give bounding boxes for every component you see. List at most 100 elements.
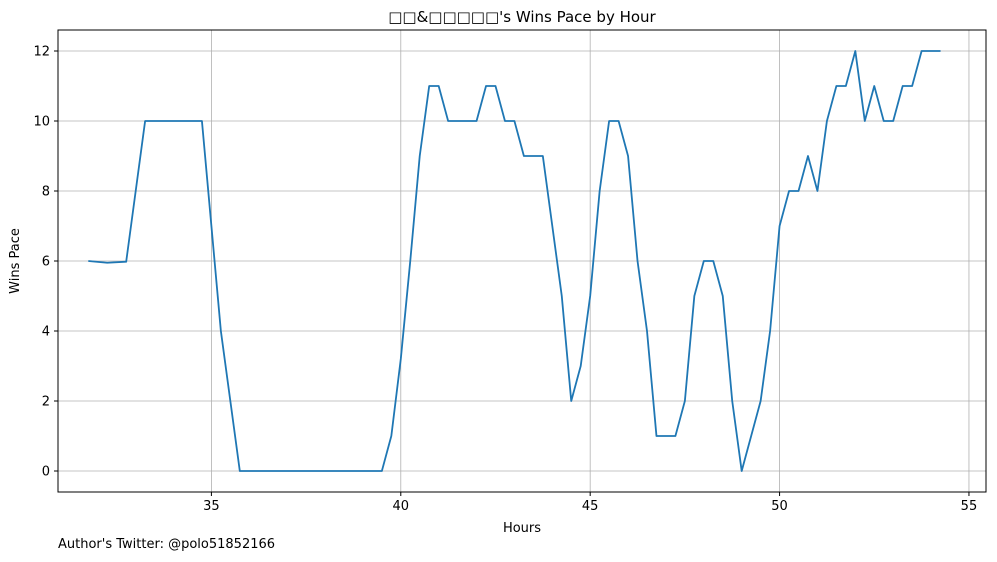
data-point xyxy=(191,120,193,122)
series-layer xyxy=(87,50,941,472)
y-tick-label: 10 xyxy=(33,115,50,130)
data-point xyxy=(892,120,894,122)
data-point xyxy=(419,155,421,157)
data-point xyxy=(627,155,629,157)
data-point xyxy=(930,50,932,52)
data-point xyxy=(854,50,856,52)
y-tick-label: 2 xyxy=(42,395,50,410)
data-point xyxy=(163,120,165,122)
data-point xyxy=(608,120,610,122)
data-point xyxy=(674,435,676,437)
data-point xyxy=(343,470,345,472)
data-point xyxy=(759,400,761,402)
data-point xyxy=(740,470,742,472)
data-point xyxy=(883,120,885,122)
data-point xyxy=(778,225,780,227)
data-point xyxy=(580,365,582,367)
data-point xyxy=(816,190,818,192)
x-tick-label: 45 xyxy=(582,499,599,514)
data-point xyxy=(845,85,847,87)
y-axis-label: Wins Pace xyxy=(8,228,23,294)
data-point xyxy=(475,120,477,122)
data-point xyxy=(428,85,430,87)
data-point xyxy=(210,225,212,227)
data-point xyxy=(324,470,326,472)
data-point xyxy=(684,400,686,402)
data-point xyxy=(87,260,89,262)
data-point xyxy=(636,260,638,262)
data-point xyxy=(409,260,411,262)
y-tick-label: 4 xyxy=(42,325,50,340)
y-tick-label: 0 xyxy=(42,465,50,480)
data-point xyxy=(939,50,941,52)
data-point xyxy=(826,120,828,122)
data-point xyxy=(542,155,544,157)
data-point xyxy=(220,330,222,332)
chart-title: □□&□□□□□'s Wins Pace by Hour xyxy=(388,8,656,26)
data-point xyxy=(788,190,790,192)
data-point xyxy=(106,262,108,264)
data-point xyxy=(239,470,241,472)
data-point xyxy=(797,190,799,192)
data-point xyxy=(665,435,667,437)
data-point xyxy=(712,260,714,262)
data-point xyxy=(447,120,449,122)
data-point xyxy=(617,120,619,122)
x-tick-label: 50 xyxy=(771,499,788,514)
data-point xyxy=(437,85,439,87)
x-tick-label: 35 xyxy=(203,499,220,514)
data-point xyxy=(390,435,392,437)
data-point xyxy=(901,85,903,87)
data-point xyxy=(532,155,534,157)
data-point xyxy=(267,470,269,472)
data-point xyxy=(750,435,752,437)
data-point xyxy=(456,120,458,122)
data-point xyxy=(144,120,146,122)
axis-ticks: 35 40 45 50 55 0 2 4 6 8 10 12 xyxy=(33,45,977,515)
data-point xyxy=(920,50,922,52)
grid-lines xyxy=(58,30,986,492)
data-point xyxy=(570,400,572,402)
x-axis-label: Hours xyxy=(503,521,541,536)
data-point xyxy=(494,85,496,87)
data-point xyxy=(400,358,402,360)
data-point xyxy=(589,295,591,297)
data-point xyxy=(731,400,733,402)
data-point xyxy=(807,155,809,157)
data-point xyxy=(655,435,657,437)
data-point xyxy=(362,470,364,472)
data-point xyxy=(598,190,600,192)
data-point xyxy=(513,120,515,122)
wins-pace-line xyxy=(88,50,941,472)
data-point xyxy=(125,261,127,263)
x-tick-label: 55 xyxy=(961,499,978,514)
data-point xyxy=(561,295,563,297)
data-point xyxy=(693,295,695,297)
data-point xyxy=(229,400,231,402)
x-tick-label: 40 xyxy=(393,499,410,514)
data-point xyxy=(835,85,837,87)
data-point xyxy=(873,85,875,87)
data-point xyxy=(722,295,724,297)
data-point xyxy=(646,330,648,332)
data-point xyxy=(248,470,250,472)
data-point xyxy=(485,85,487,87)
data-point xyxy=(523,155,525,157)
data-point xyxy=(703,260,705,262)
data-point xyxy=(769,330,771,332)
data-point xyxy=(201,120,203,122)
data-point xyxy=(381,470,383,472)
data-point xyxy=(504,120,506,122)
y-tick-label: 8 xyxy=(42,185,50,200)
data-point xyxy=(911,85,913,87)
data-point xyxy=(153,120,155,122)
data-point xyxy=(305,470,307,472)
data-point xyxy=(551,225,553,227)
data-point xyxy=(172,120,174,122)
data-point xyxy=(286,470,288,472)
data-point xyxy=(864,120,866,122)
author-credit: Author's Twitter: @polo51852166 xyxy=(58,537,276,552)
y-tick-label: 12 xyxy=(33,45,50,60)
data-point xyxy=(182,120,184,122)
